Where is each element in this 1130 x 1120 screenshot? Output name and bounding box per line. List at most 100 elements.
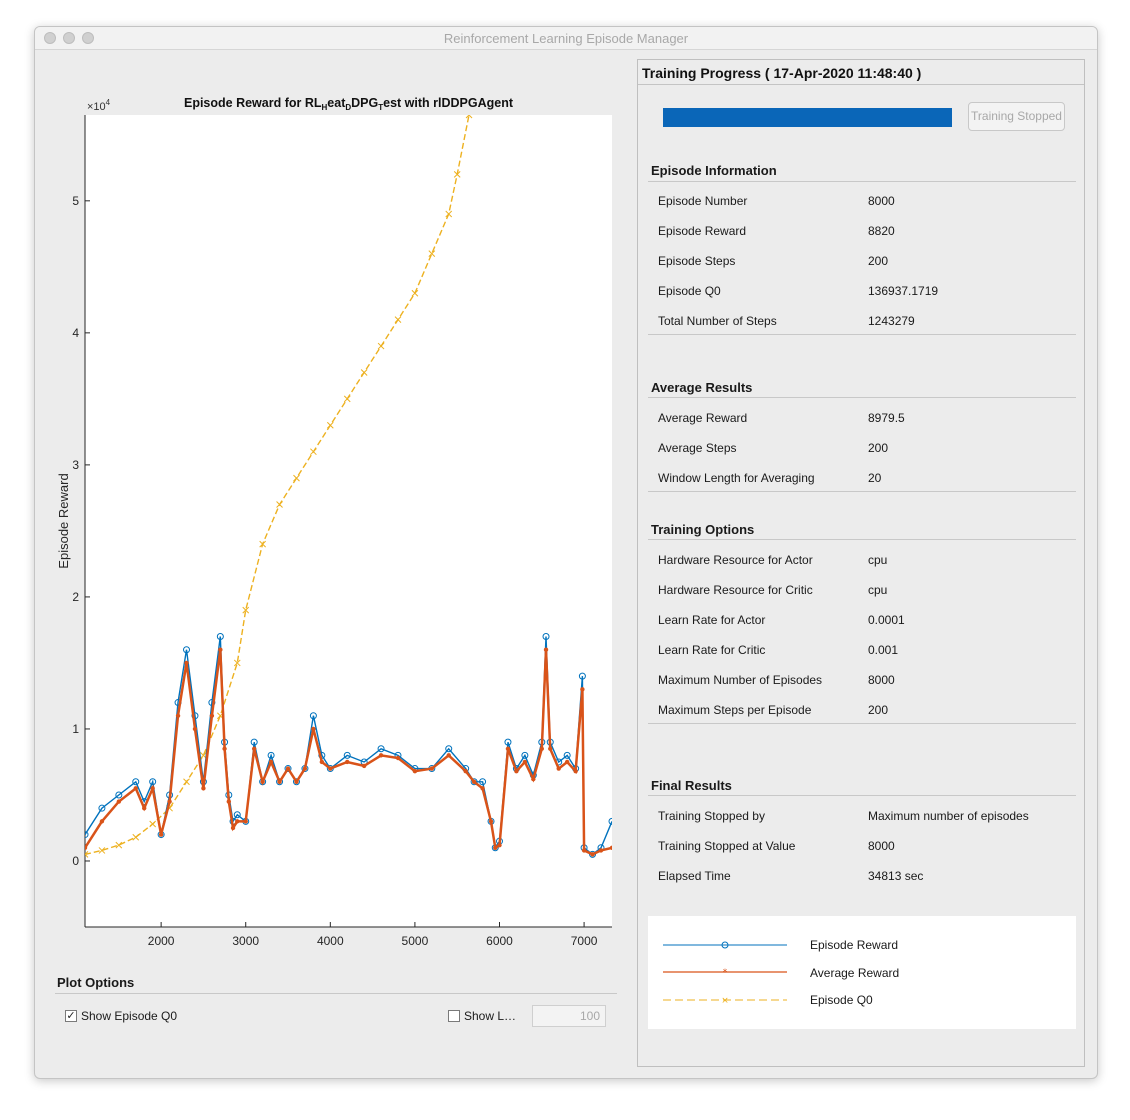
data-point (556, 766, 561, 771)
window-length-value: 20 (868, 471, 882, 485)
stopped-at-value-label: Training Stopped at Value (658, 839, 796, 853)
data-point (183, 778, 190, 786)
critic-hardware-value: cpu (868, 583, 888, 597)
data-point (360, 369, 368, 376)
y-tick-label: 5 (72, 194, 79, 208)
x-tick-label: 3000 (232, 934, 259, 948)
data-point (453, 171, 461, 178)
data-point (608, 817, 612, 825)
training-stopped-button[interactable]: Training Stopped (968, 102, 1065, 131)
zoom-window-button[interactable] (82, 32, 94, 44)
plot-background (85, 115, 612, 927)
data-point (471, 779, 477, 784)
plot-area: Episode Reward for RLHeatDDPGTest with r… (35, 50, 630, 1078)
data-point (142, 805, 147, 811)
data-point (293, 474, 300, 482)
data-point (395, 755, 401, 761)
data-point (309, 712, 317, 720)
actor-learn-rate-label: Learn Rate for Actor (658, 613, 766, 627)
data-point (250, 738, 258, 746)
stopped-by-value: Maximum number of episodes (868, 809, 1029, 823)
svg-text:×: × (721, 996, 729, 1006)
data-point (184, 660, 189, 666)
y-tick-label: 0 (72, 854, 79, 868)
data-point (470, 778, 478, 786)
data-point (183, 646, 191, 654)
y-axis-multiplier: ×104 (87, 98, 111, 113)
section-divider (648, 181, 1076, 182)
section-divider (648, 334, 1076, 335)
data-point (580, 687, 585, 692)
data-point (294, 779, 299, 784)
data-point (428, 250, 436, 257)
data-point (578, 672, 586, 680)
data-point (216, 633, 224, 641)
training-progress-panel: Training Progress ( 17-Apr-2020 11:48:40… (637, 59, 1085, 1067)
data-point (208, 699, 216, 707)
actor-learn-rate-value: 0.0001 (868, 613, 905, 627)
section-divider (648, 491, 1076, 492)
data-point (504, 738, 512, 746)
y-tick-label: 1 (72, 722, 79, 736)
episode-manager-window: Reinforcement Learning Episode Manager E… (34, 26, 1098, 1079)
data-point (394, 316, 402, 324)
data-point (191, 712, 199, 720)
title-bar: Reinforcement Learning Episode Manager (35, 27, 1097, 50)
training-progress-bar (663, 108, 952, 127)
data-point (505, 746, 511, 751)
data-point (115, 791, 123, 799)
section-divider (648, 795, 1076, 796)
data-point (242, 606, 250, 614)
data-point (132, 833, 140, 841)
x-tick-label: 4000 (317, 934, 344, 948)
section-divider (648, 723, 1076, 724)
x-tick-label: 6000 (486, 934, 513, 948)
y-tick-label: 2 (72, 590, 79, 604)
data-point (377, 342, 385, 350)
critic-learn-rate-value: 0.001 (868, 643, 899, 657)
data-point (589, 850, 597, 858)
data-point (573, 769, 578, 774)
legend-label-episode-reward: Episode Reward (810, 938, 899, 952)
average-steps-label: Average Steps (658, 441, 737, 455)
total-steps-value: 1243279 (868, 314, 915, 328)
episode-reward-chart: Episode Reward for RLHeatDDPGTest with r… (56, 96, 612, 950)
data-point (539, 746, 544, 751)
y-axis-label: Episode Reward (56, 473, 71, 568)
stopped-by-label: Training Stopped by (658, 809, 765, 823)
actor-hardware-label: Hardware Resource for Actor (658, 553, 813, 567)
show-episode-q0-checkbox[interactable]: ✓ (65, 1010, 77, 1022)
close-window-button[interactable] (44, 32, 56, 44)
data-point (598, 848, 604, 853)
data-point (230, 825, 236, 831)
window-title: Reinforcement Learning Episode Manager (443, 31, 689, 46)
data-point (149, 778, 157, 786)
last-n-episodes-input[interactable]: 100 (532, 1005, 606, 1027)
y-tick-label: 3 (72, 458, 79, 472)
data-point (292, 778, 300, 786)
legend-swatch-episode-q0: × (663, 996, 787, 1006)
data-point (149, 820, 157, 828)
max-episodes-value: 8000 (868, 673, 895, 687)
average-steps-value: 200 (868, 441, 889, 455)
total-steps-label: Total Number of Steps (658, 314, 777, 328)
data-point (531, 776, 536, 782)
show-last-checkbox[interactable] (448, 1010, 460, 1022)
data-point (218, 647, 223, 652)
minimize-window-button[interactable] (63, 32, 75, 44)
data-point (235, 819, 240, 824)
data-point (150, 786, 155, 791)
critic-hardware-label: Hardware Resource for Critic (658, 583, 813, 597)
data-point (251, 746, 257, 751)
chart-legend: * × Episode Reward Average Reward Episod… (648, 916, 1076, 1029)
data-point (285, 766, 291, 771)
final-results-title: Final Results (651, 778, 732, 793)
data-point (268, 759, 274, 765)
data-point (192, 726, 198, 732)
data-point (514, 769, 519, 774)
data-point (233, 659, 241, 667)
panel-title-divider (638, 84, 1084, 85)
data-point (326, 421, 334, 429)
data-point (85, 851, 89, 858)
data-point (158, 832, 164, 837)
